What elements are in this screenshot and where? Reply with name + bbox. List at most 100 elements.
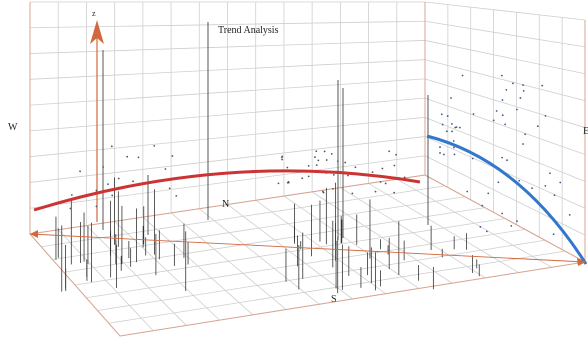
projected-point	[95, 189, 98, 192]
south-label: S	[331, 294, 337, 305]
projected-point	[501, 212, 504, 215]
right-grid-hline	[424, 78, 586, 128]
projected-point	[107, 183, 109, 186]
back-grid-hline	[29, 59, 426, 80]
back-grid-hline	[29, 155, 426, 209]
projected-point	[287, 181, 290, 183]
floor-grid-line	[97, 239, 546, 311]
vertical-axis: z	[90, 9, 104, 222]
projected-point	[384, 182, 387, 185]
projected-point	[102, 166, 105, 168]
frame-axes	[29, 2, 587, 337]
west-east-trend-line	[33, 169, 421, 212]
projected-point	[354, 166, 357, 169]
floor-grid-line	[74, 218, 506, 286]
projected-point	[501, 74, 503, 77]
projected-point	[479, 225, 482, 228]
projected-point	[153, 144, 156, 147]
projected-point	[171, 155, 174, 157]
projected-point	[446, 115, 449, 117]
back-grid-hline	[29, 97, 426, 132]
projected-point	[439, 152, 441, 154]
west-arrow	[30, 230, 38, 238]
floor-grid-line	[63, 207, 486, 273]
projected-point	[344, 161, 347, 164]
projected-point	[70, 194, 73, 196]
right-wall-grid	[424, 1, 586, 263]
west-east-axis	[29, 233, 586, 263]
projected-point	[332, 174, 335, 176]
projected-point	[466, 190, 469, 193]
right-grid-hline	[424, 40, 586, 75]
projected-point	[277, 182, 280, 185]
back-grid-hline	[29, 116, 426, 158]
projected-point	[441, 123, 444, 126]
projected-point	[519, 97, 522, 99]
floor-grid-line	[108, 250, 566, 324]
projected-point	[461, 74, 464, 77]
projected-point	[393, 191, 396, 194]
projected-point	[307, 175, 310, 178]
projected-point	[516, 220, 518, 223]
projected-point	[95, 205, 98, 208]
projected-point	[504, 123, 507, 126]
projected-point	[450, 97, 452, 99]
projected-point	[458, 126, 461, 129]
projected-point	[371, 171, 374, 174]
projected-point	[524, 133, 527, 136]
projected-point	[541, 84, 544, 87]
projected-point	[487, 192, 490, 195]
projected-point	[381, 167, 384, 170]
right-grid-hline	[424, 155, 586, 236]
projected-point	[301, 177, 304, 180]
projected-point	[481, 204, 484, 207]
projected-point	[286, 166, 289, 169]
sample-sticks	[55, 22, 480, 294]
east-arrow	[577, 258, 586, 266]
projected-point	[69, 207, 72, 210]
right-grid-hline	[424, 59, 586, 102]
projected-point	[518, 179, 521, 182]
floor-grid-line	[52, 196, 466, 260]
projected-point	[117, 177, 120, 180]
projected-point	[137, 156, 140, 159]
projected-point	[549, 172, 551, 175]
projected-point	[347, 174, 349, 177]
projected-point	[451, 122, 453, 125]
projected-point	[395, 153, 397, 156]
projected-point	[110, 145, 113, 148]
chart-title: Trend Analysis	[218, 25, 279, 36]
vertical-axis-label: z	[92, 9, 96, 18]
projected-point	[553, 194, 556, 197]
projected-point	[471, 157, 474, 160]
projected-point	[452, 140, 455, 142]
projected-point	[515, 108, 518, 111]
projected-point	[485, 230, 488, 233]
floor-grid	[29, 174, 586, 337]
projected-point	[522, 84, 524, 86]
projected-point	[544, 184, 547, 187]
right-grid-hline	[424, 1, 586, 21]
projected-point	[445, 130, 448, 133]
projected-point	[379, 180, 382, 183]
floor-grid-line	[86, 228, 526, 299]
vertical-axis-arrow	[90, 20, 104, 44]
projected-point	[512, 82, 514, 85]
projected-point	[536, 125, 539, 128]
east-label: E	[583, 126, 588, 137]
projected-point	[497, 181, 500, 184]
projected-point	[132, 180, 134, 183]
projected-point	[501, 99, 504, 101]
west-label: W	[8, 122, 18, 133]
right-grid-hline	[424, 97, 586, 155]
projected-point	[374, 190, 377, 193]
projected-point	[281, 158, 283, 161]
projected-point	[315, 150, 318, 153]
floor-axes	[29, 230, 586, 266]
projected-point	[317, 159, 320, 162]
projected-point	[79, 170, 81, 173]
projected-point	[544, 114, 547, 117]
projected-point	[168, 187, 171, 190]
projected-point	[315, 164, 318, 167]
